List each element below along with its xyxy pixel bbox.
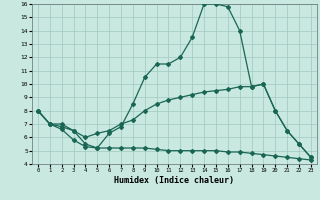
X-axis label: Humidex (Indice chaleur): Humidex (Indice chaleur) xyxy=(115,176,234,185)
